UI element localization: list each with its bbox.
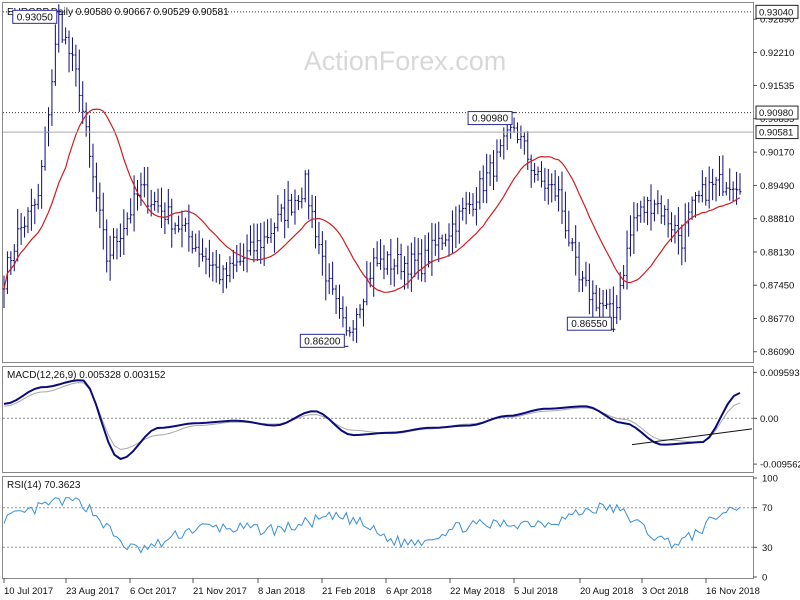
last-price-label: 0.90581 <box>759 128 793 139</box>
rsi-tick-label: 30 <box>762 543 773 554</box>
rsi-tick-label: 70 <box>762 503 773 514</box>
price-tick-label: 0.90855 <box>760 114 794 125</box>
level-label-box <box>755 105 799 120</box>
macd-tick-label: -0.009562 <box>760 460 800 471</box>
price-tick-label: 0.90170 <box>760 148 794 159</box>
price-tick-label: 0.87450 <box>760 281 794 292</box>
moving-average-line <box>3 108 741 293</box>
annotation-label: 0.86200 <box>304 336 341 347</box>
macd-title: MACD(12,26,9) 0.005328 0.003152 <box>7 370 166 381</box>
x-tick-label: 16 Nov 2018 <box>706 586 760 597</box>
last-price-box <box>755 125 799 140</box>
level-label: 0.90980 <box>759 108 793 119</box>
x-axis: 10 Jul 2017 23 Aug 2017 6 Oct 2017 21 Nov 2… <box>3 578 760 597</box>
macd-indicator: 0.009593 0.00 -0.009562 <box>3 368 800 471</box>
watermark: ActionForex.com <box>304 46 507 76</box>
x-tick-label: 22 May 2018 <box>450 586 505 597</box>
price-tick-label: 0.91535 <box>760 81 794 92</box>
annotation-box <box>467 111 513 126</box>
x-tick-label: 20 Aug 2018 <box>580 586 633 597</box>
x-tick-label: 10 Jul 2017 <box>4 586 53 597</box>
x-tick-label: 23 Aug 2017 <box>66 586 119 597</box>
price-tick-label: 0.89490 <box>760 181 794 192</box>
macd-line <box>3 379 741 461</box>
macd-tick-label: 0.009593 <box>760 368 800 379</box>
price-panel <box>2 2 754 363</box>
x-tick-label: 5 Jul 2018 <box>514 586 558 597</box>
price-tick-label: 0.92210 <box>760 48 794 59</box>
candles <box>2 4 742 343</box>
x-tick-label: 6 Oct 2017 <box>130 586 176 597</box>
price-tick-label: 0.88810 <box>760 214 794 225</box>
rsi-indicator: 100 70 30 0 <box>3 474 778 584</box>
x-tick-label: 21 Nov 2017 <box>193 586 247 597</box>
rsi-line <box>3 497 741 554</box>
x-tick-label: 6 Apr 2018 <box>386 586 432 597</box>
macd-tick-label: 0.00 <box>760 414 779 425</box>
x-tick-label: 8 Jan 2018 <box>258 586 305 597</box>
price-tick-label: 0.92890 <box>760 15 794 26</box>
annotation-label: 0.86550 <box>571 319 608 330</box>
rsi-panel <box>2 476 754 579</box>
macd-trend-line <box>631 428 753 446</box>
level-label: 0.93040 <box>759 7 793 18</box>
annotation-box <box>299 333 345 348</box>
rsi-tick-label: 100 <box>762 474 778 485</box>
rsi-tick-label: 0 <box>762 573 767 584</box>
annotation-box <box>566 316 612 331</box>
price-axis: 0.92890 0.92210 0.91535 0.90855 0.90170 0.894… <box>753 15 794 358</box>
macd-signal-line <box>3 382 741 450</box>
chart-header: EURGBP,Daily 0.90580 0.90667 0.90529 0.9… <box>7 7 229 18</box>
annotation-label: 0.93050 <box>17 12 54 23</box>
macd-panel <box>2 366 754 473</box>
x-tick-label: 3 Oct 2018 <box>642 586 688 597</box>
annotation-label: 0.90980 <box>472 114 509 125</box>
level-lines: 0.93040 0.90980 0.90581 <box>3 4 799 140</box>
price-annotations: 0.93050 0.86200 0.90980 0.86550 <box>12 9 616 348</box>
level-label-box <box>755 4 799 19</box>
x-tick-label: 21 Feb 2018 <box>322 586 375 597</box>
price-tick-label: 0.86770 <box>760 314 794 325</box>
price-tick-label: 0.86090 <box>760 347 794 358</box>
annotation-box <box>12 9 58 24</box>
price-tick-label: 0.88130 <box>760 247 794 258</box>
rsi-title: RSI(14) 70.3623 <box>7 480 81 491</box>
